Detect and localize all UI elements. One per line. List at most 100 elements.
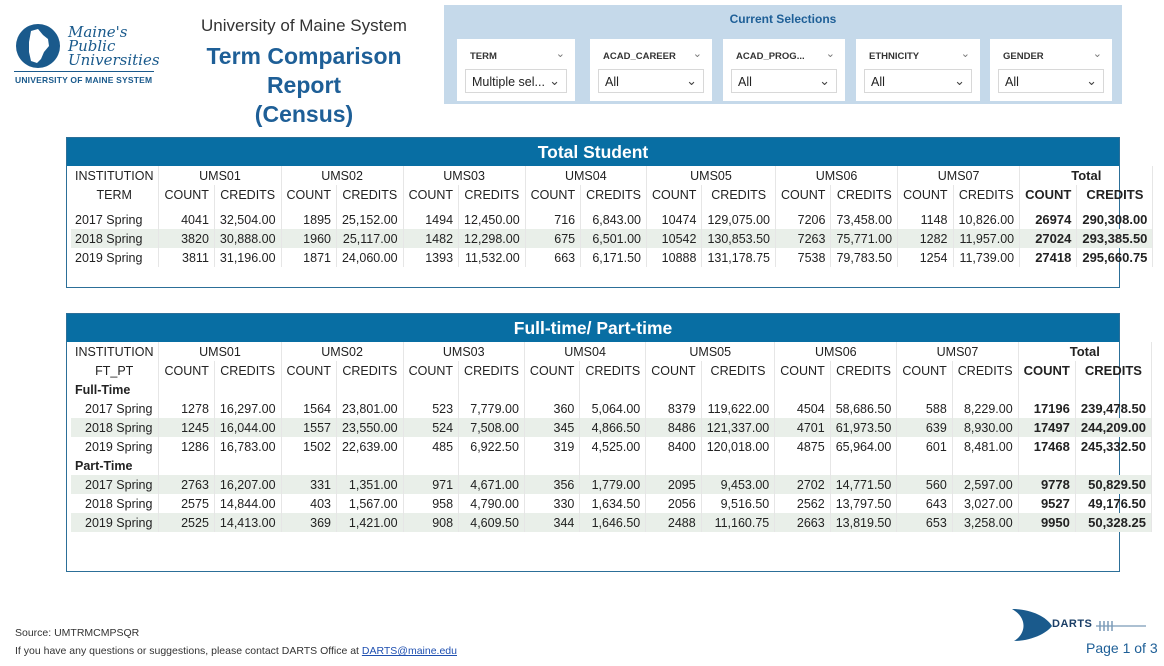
ftpt-title: Full-time/ Part-time	[67, 314, 1119, 342]
chevron-down-icon[interactable]: ⌄	[954, 73, 965, 88]
empty-cell	[524, 380, 581, 399]
credits-cell: 295,660.75	[1076, 248, 1154, 267]
empty-cell	[524, 456, 581, 475]
empty-cell	[952, 380, 1019, 399]
ethnicity-slicer[interactable]: ETHNICITY ⌄ All ⌄	[856, 39, 980, 101]
count-cell: 523	[403, 399, 460, 418]
count-cell: 1482	[403, 229, 460, 248]
credits-header: CREDITS	[953, 185, 1021, 204]
count-cell: 524	[403, 418, 460, 437]
credits-cell: 4,671.00	[458, 475, 525, 494]
credits-cell: 131,178.75	[701, 248, 776, 267]
count-cell: 2056	[645, 494, 702, 513]
count-cell: 356	[524, 475, 581, 494]
chevron-down-icon[interactable]: ⌄	[686, 73, 697, 88]
count-cell: 4875	[774, 437, 831, 456]
chevron-down-icon[interactable]: ⌄	[960, 48, 970, 60]
credits-cell: 130,853.50	[701, 229, 776, 248]
credits-cell: 14,413.00	[214, 513, 282, 532]
credits-cell: 16,044.00	[214, 418, 282, 437]
credits-cell: 8,229.00	[952, 399, 1019, 418]
credits-header: CREDITS	[336, 361, 404, 380]
term-dropdown[interactable]: Multiple sel... ⌄	[465, 69, 567, 93]
logo-text-line3: Universities	[68, 51, 160, 69]
institution-header: Total	[1019, 166, 1154, 185]
count-cell: 2763	[158, 475, 215, 494]
credits-cell: 75,771.00	[830, 229, 899, 248]
chevron-down-icon[interactable]: ⌄	[825, 48, 835, 60]
spacer-cell	[525, 204, 582, 210]
spacer-cell	[897, 204, 954, 210]
count-cell: 403	[281, 494, 337, 513]
chevron-down-icon[interactable]: ⌄	[555, 48, 565, 60]
credits-cell: 239,478.50	[1075, 399, 1152, 418]
contact-email-link[interactable]: DARTS@maine.edu	[361, 645, 457, 657]
chevron-down-icon[interactable]: ⌄	[692, 48, 702, 60]
maine-universities-logo: Maine's Public Universities UNIVERSITY O…	[14, 20, 160, 90]
header-row-institution: INSTITUTION UMS01 UMS02 UMS03 UMS04 UMS05 UMS0…	[71, 166, 1154, 185]
count-cell: 17196	[1018, 399, 1076, 418]
count-header: COUNT	[524, 361, 581, 380]
credits-header: CREDITS	[1075, 361, 1152, 380]
chevron-down-icon[interactable]: ⌄	[549, 73, 560, 88]
credits-cell: 293,385.50	[1076, 229, 1154, 248]
table-row: 2017 Spring 2763 16,207.00 331 1,351.00 971 4,…	[71, 475, 1152, 494]
chevron-down-icon[interactable]: ⌄	[819, 73, 830, 88]
group-label: Part-Time	[71, 456, 160, 475]
acad-prog-dropdown[interactable]: All ⌄	[731, 69, 837, 93]
count-header: COUNT	[158, 185, 215, 204]
credits-cell: 8,930.00	[952, 418, 1019, 437]
credits-cell: 10,826.00	[953, 210, 1021, 229]
empty-cell	[1075, 456, 1152, 475]
credits-cell: 290,308.00	[1076, 210, 1154, 229]
empty-cell	[830, 456, 898, 475]
credits-cell: 23,550.00	[336, 418, 404, 437]
credits-cell: 7,508.00	[458, 418, 525, 437]
header-row-institution: INSTITUTION UMS01 UMS02 UMS03 UMS04 UMS05 UMS0…	[71, 342, 1152, 361]
credits-cell: 50,328.25	[1075, 513, 1152, 532]
acad-career-dropdown[interactable]: All ⌄	[598, 69, 704, 93]
count-cell: 4701	[774, 418, 831, 437]
institution-header: UMS02	[281, 166, 404, 185]
report-title: Term Comparison Report (Census)	[170, 42, 438, 129]
empty-cell	[830, 380, 898, 399]
count-cell: 10474	[646, 210, 703, 229]
acad-career-slicer[interactable]: ACAD_CAREER ⌄ All ⌄	[590, 39, 712, 101]
chevron-down-icon[interactable]: ⌄	[1086, 73, 1097, 88]
credits-cell: 2,597.00	[952, 475, 1019, 494]
contact-note: If you have any questions or suggestions…	[15, 645, 457, 657]
count-header: COUNT	[897, 185, 954, 204]
spacer-cell	[646, 204, 703, 210]
credits-cell: 3,258.00	[952, 513, 1019, 532]
credits-cell: 129,075.00	[701, 210, 776, 229]
credits-cell: 7,779.00	[458, 399, 525, 418]
count-header: COUNT	[403, 185, 460, 204]
term-slicer[interactable]: TERM ⌄ Multiple sel... ⌄	[457, 39, 575, 101]
slicer-label: GENDER	[1003, 51, 1044, 62]
count-header: COUNT	[775, 185, 832, 204]
term-cell: 2018 Spring	[71, 418, 160, 437]
empty-cell	[214, 380, 282, 399]
gender-slicer[interactable]: GENDER ⌄ All ⌄	[990, 39, 1112, 101]
count-cell: 3820	[158, 229, 215, 248]
count-header: COUNT	[646, 185, 703, 204]
credits-cell: 11,739.00	[953, 248, 1021, 267]
institution-header: UMS05	[645, 342, 776, 361]
ethnicity-dropdown[interactable]: All ⌄	[864, 69, 972, 93]
credits-cell: 30,888.00	[214, 229, 282, 248]
gender-dropdown[interactable]: All ⌄	[998, 69, 1104, 93]
slicer-value: All	[605, 75, 619, 89]
dart-icon	[1012, 609, 1146, 641]
spacer-cell	[71, 204, 160, 210]
count-cell: 331	[281, 475, 337, 494]
credits-cell: 1,646.50	[579, 513, 647, 532]
empty-cell	[579, 456, 647, 475]
chevron-down-icon[interactable]: ⌄	[1092, 48, 1102, 60]
acad-prog-slicer[interactable]: ACAD_PROG... ⌄ All ⌄	[723, 39, 845, 101]
credits-header: CREDITS	[336, 185, 404, 204]
count-cell: 653	[896, 513, 953, 532]
empty-cell	[158, 456, 215, 475]
count-cell: 1564	[281, 399, 337, 418]
count-cell: 10888	[646, 248, 703, 267]
count-cell: 330	[524, 494, 581, 513]
